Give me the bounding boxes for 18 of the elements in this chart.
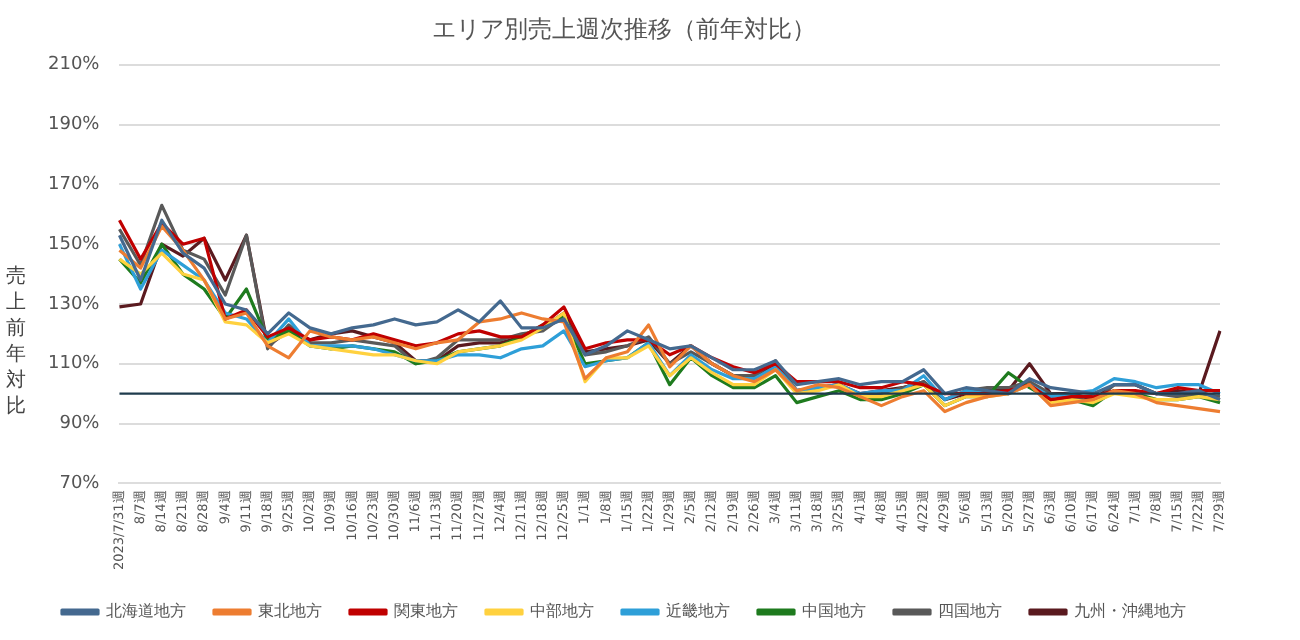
- legend-label: 九州・沖縄地方: [1074, 602, 1186, 621]
- chart-title: エリア別売上週次推移（前年対比）: [432, 14, 816, 43]
- y-tick-label: 190%: [47, 115, 101, 136]
- legend-label: 中国地方: [802, 602, 866, 621]
- y-tick-label: 150%: [47, 234, 101, 255]
- y-tick-label: 210%: [47, 55, 101, 76]
- y-axis-title: 売上前年対比: [4, 264, 28, 420]
- legend-label: 関東地方: [394, 602, 458, 621]
- y-tick-label: 130%: [47, 294, 101, 315]
- legend-label: 四国地方: [938, 602, 1002, 621]
- legend-label: 近畿地方: [666, 602, 730, 621]
- legend-label: 北海道地方: [106, 602, 186, 621]
- y-tick-label: 90%: [59, 414, 101, 435]
- legend-label: 中部地方: [530, 602, 594, 621]
- y-tick-label: 170%: [47, 175, 101, 196]
- legend-label: 東北地方: [258, 602, 322, 621]
- y-tick-label: 110%: [47, 354, 101, 375]
- y-tick-label: 70%: [59, 474, 101, 495]
